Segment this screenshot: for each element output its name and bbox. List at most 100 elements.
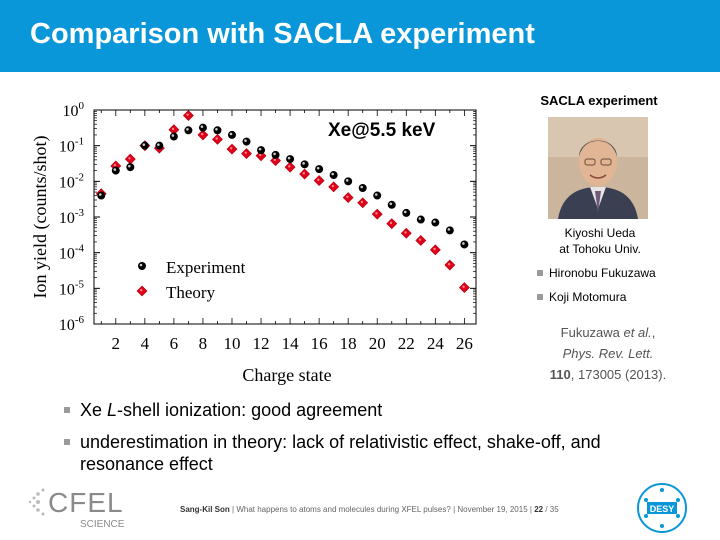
experiment-point (387, 200, 396, 209)
x-tick-label: 8 (199, 334, 208, 353)
theory-highlight (317, 178, 320, 181)
x-tick-labels: 2 4 6 8 10 12 14 16 18 20 22 24 26 (112, 334, 473, 353)
portrait-photo (548, 117, 648, 219)
cfel-logo: CFEL SCIENCE (28, 487, 125, 530)
bullet-square-icon (537, 294, 543, 300)
bullet-square-icon (537, 270, 543, 276)
theory-point (357, 197, 369, 209)
experiment-highlight (98, 193, 102, 196)
experiment-point (358, 184, 367, 193)
experiment-point (315, 165, 324, 174)
experiment-highlight (128, 164, 131, 168)
experiment-highlight (258, 147, 262, 151)
ticks-layer (94, 109, 476, 325)
footer-author: Sang-Kil Son (180, 505, 230, 514)
experiment-ball-shape (169, 132, 178, 141)
bullet-text: underestimation in theory: lack of relat… (80, 432, 601, 474)
theory-point (415, 235, 427, 246)
reference-volume: 110 (549, 367, 571, 382)
experiment-highlight (244, 139, 247, 142)
experiment-ball-shape (387, 200, 396, 209)
desy-logo-text: DESY (650, 504, 675, 514)
experiment-highlight (113, 168, 117, 171)
experiment-ball-shape (155, 141, 164, 150)
x-tick-label: 16 (311, 334, 328, 353)
experiment-ball-shape (242, 137, 251, 146)
bullet-square-icon (64, 439, 70, 445)
theory-point (386, 218, 398, 230)
experiment-highlight (331, 172, 334, 176)
bullet-square-icon (64, 407, 70, 413)
experiment-point (373, 191, 382, 200)
experiment-point (329, 171, 338, 180)
reference-journal: Phys. Rev. Lett. (562, 346, 654, 361)
experiment-ball-shape (300, 160, 309, 169)
theory-highlight (140, 289, 143, 292)
experiment-point (257, 146, 266, 155)
experiment-point (140, 141, 149, 150)
theory-highlight (302, 172, 306, 175)
data-marks (95, 110, 470, 294)
experiment-point (184, 126, 193, 135)
experiment-highlight (139, 263, 143, 267)
x-tick-label: 20 (369, 334, 386, 353)
experiment-point (97, 191, 106, 200)
experiment-ball-shape (329, 171, 338, 180)
theory-highlight (288, 165, 291, 168)
person-name: Hironobu Fukuzawa (549, 266, 656, 280)
experiment-ball-shape (431, 218, 440, 227)
theory-point (284, 161, 296, 173)
theory-highlight (331, 184, 335, 188)
y-tick-label: 100 (63, 100, 85, 120)
theory-highlight (113, 163, 117, 167)
theory-point (299, 168, 311, 180)
theory-point (226, 143, 238, 155)
theory-highlight (171, 127, 175, 131)
experiment-highlight (171, 134, 175, 137)
experiment-highlight (215, 127, 218, 131)
theory-highlight (186, 113, 189, 116)
x-tick-label: 4 (141, 334, 150, 353)
x-tick-label: 12 (253, 334, 270, 353)
footer-page-number: 22 (534, 505, 544, 514)
experiment-ball-shape (315, 165, 324, 174)
experiment-ball-shape (445, 226, 454, 235)
experiment-ball-shape (140, 141, 149, 150)
theory-point (182, 110, 194, 121)
cfel-logo-subtext: SCIENCE (80, 519, 125, 530)
theory-highlight (200, 132, 204, 136)
reference-pages: , 173005 (2013). (570, 367, 667, 382)
desy-logo: DESY (637, 483, 687, 533)
x-tick-label: 6 (170, 334, 179, 353)
experiment-ball-shape (344, 177, 353, 186)
theory-highlight (360, 200, 364, 204)
bullet-1: Xe L-shell ionization: good agreement (64, 399, 684, 421)
experiment-point (286, 155, 295, 164)
experiment-highlight (403, 210, 407, 214)
theory-highlight (128, 157, 131, 160)
y-axis-label: Ion yield (counts/shot) (30, 136, 51, 299)
experiment-ball-shape (227, 130, 236, 139)
person-item-2: Koji Motomura (537, 290, 626, 304)
experiment-point (445, 226, 454, 235)
theory-highlight (433, 247, 436, 251)
experiment-highlight (374, 193, 378, 196)
y-tick-label: 10-1 (59, 136, 84, 156)
theory-point (458, 282, 470, 294)
theory-point (444, 259, 456, 271)
experiment-ball-shape (198, 123, 207, 132)
experiment-ball-shape (416, 215, 425, 224)
experiment-ball-shape (213, 126, 222, 135)
theory-point (212, 133, 223, 145)
experiment-point (111, 166, 120, 175)
experiment-ball-shape (358, 184, 367, 193)
x-tick-label: 24 (427, 334, 445, 353)
theory-point (255, 150, 267, 162)
y-tick-label: 10-4 (59, 243, 85, 263)
experiment-ball-shape (271, 150, 280, 159)
experiment-point (198, 123, 207, 132)
theory-highlight (462, 285, 465, 288)
experiment-point (402, 208, 411, 217)
experiment-point (213, 126, 222, 135)
experiment-highlight (142, 143, 146, 146)
